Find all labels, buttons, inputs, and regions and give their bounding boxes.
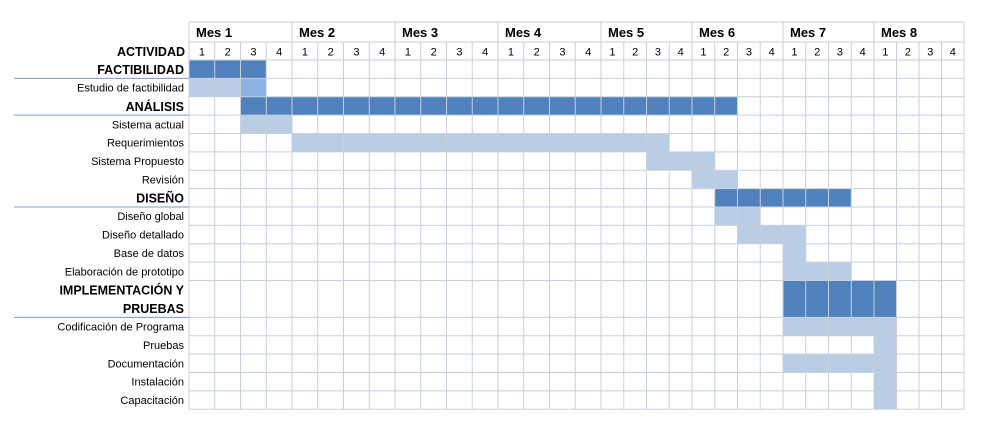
gantt-bar — [783, 243, 806, 263]
week-label: 3 — [353, 47, 359, 59]
gantt-bar — [189, 60, 267, 79]
week-label: 1 — [405, 47, 411, 59]
task-label: Pruebas — [143, 340, 184, 352]
phase-label: ANÁLISIS — [126, 99, 184, 114]
phase-label: PRUEBAS — [123, 302, 184, 316]
month-label: Mes 6 — [699, 25, 735, 40]
week-label: 4 — [585, 47, 591, 59]
gantt-bar — [783, 317, 897, 336]
task-label: Diseño detallado — [102, 230, 184, 242]
week-label: 1 — [791, 47, 797, 59]
task-label: Instalación — [131, 377, 184, 389]
week-label: 1 — [199, 47, 205, 59]
gantt-bar — [874, 390, 897, 410]
week-label: 4 — [860, 47, 866, 59]
task-label: Sistema Propuesto — [91, 156, 184, 168]
week-label: 4 — [482, 47, 488, 59]
month-label: Mes 4 — [505, 25, 542, 40]
week-label: 3 — [837, 47, 843, 59]
week-label: 3 — [559, 47, 565, 59]
week-label: 2 — [814, 47, 820, 59]
week-label: 2 — [328, 47, 334, 59]
task-label: Diseño global — [117, 211, 184, 223]
week-label: 1 — [700, 47, 706, 59]
month-label: Mes 8 — [881, 25, 917, 40]
month-label: Mes 1 — [196, 25, 232, 40]
task-label: Elaboración de prototipo — [65, 266, 184, 278]
gantt-bar — [874, 335, 897, 355]
week-label: 2 — [225, 47, 231, 59]
gantt-bar — [240, 96, 738, 116]
month-label: Mes 2 — [299, 25, 335, 40]
task-label: Codificación de Programa — [57, 322, 184, 334]
week-label: 1 — [508, 47, 514, 59]
week-label: 4 — [950, 47, 956, 59]
week-label: 3 — [250, 47, 256, 59]
week-label: 3 — [655, 47, 661, 59]
task-label: Capacitación — [120, 395, 184, 407]
week-label: 2 — [534, 47, 540, 59]
gantt-bar — [783, 354, 897, 373]
month-label: Mes 5 — [608, 25, 644, 40]
task-label: Documentación — [108, 358, 184, 370]
phase-label: IMPLEMENTACIÓN Y — [59, 283, 184, 298]
week-label: 1 — [882, 47, 888, 59]
week-label: 4 — [379, 47, 385, 59]
week-label: 3 — [746, 47, 752, 59]
week-label: 2 — [632, 47, 638, 59]
month-label: Mes 3 — [402, 25, 438, 40]
week-label: 2 — [723, 47, 729, 59]
task-label: Revisión — [142, 174, 184, 186]
week-label: 1 — [609, 47, 615, 59]
week-label: 4 — [769, 47, 775, 59]
gantt-bar — [292, 133, 670, 152]
week-label: 2 — [431, 47, 437, 59]
task-label: Requerimientos — [107, 138, 185, 150]
phase-label: DISEÑO — [136, 191, 184, 206]
gantt-bar — [783, 262, 852, 281]
month-label: Mes 7 — [790, 25, 826, 40]
week-label: 4 — [276, 47, 282, 59]
gantt-bar — [646, 151, 715, 171]
gantt-bar — [737, 225, 806, 244]
week-label: 2 — [905, 47, 911, 59]
week-label: 1 — [302, 47, 308, 59]
gantt-bar — [874, 372, 897, 391]
task-label: Base de datos — [114, 248, 185, 260]
week-label: 4 — [678, 47, 684, 59]
week-label: 3 — [927, 47, 933, 59]
week-label: 3 — [456, 47, 462, 59]
activity-header: ACTIVIDAD — [117, 45, 185, 59]
task-label: Estudio de factibilidad — [77, 83, 184, 95]
gantt-bar — [240, 78, 267, 97]
gantt-bar — [783, 280, 897, 318]
task-label: Sistema actual — [112, 119, 184, 131]
phase-label: FACTIBILIDAD — [97, 63, 184, 77]
